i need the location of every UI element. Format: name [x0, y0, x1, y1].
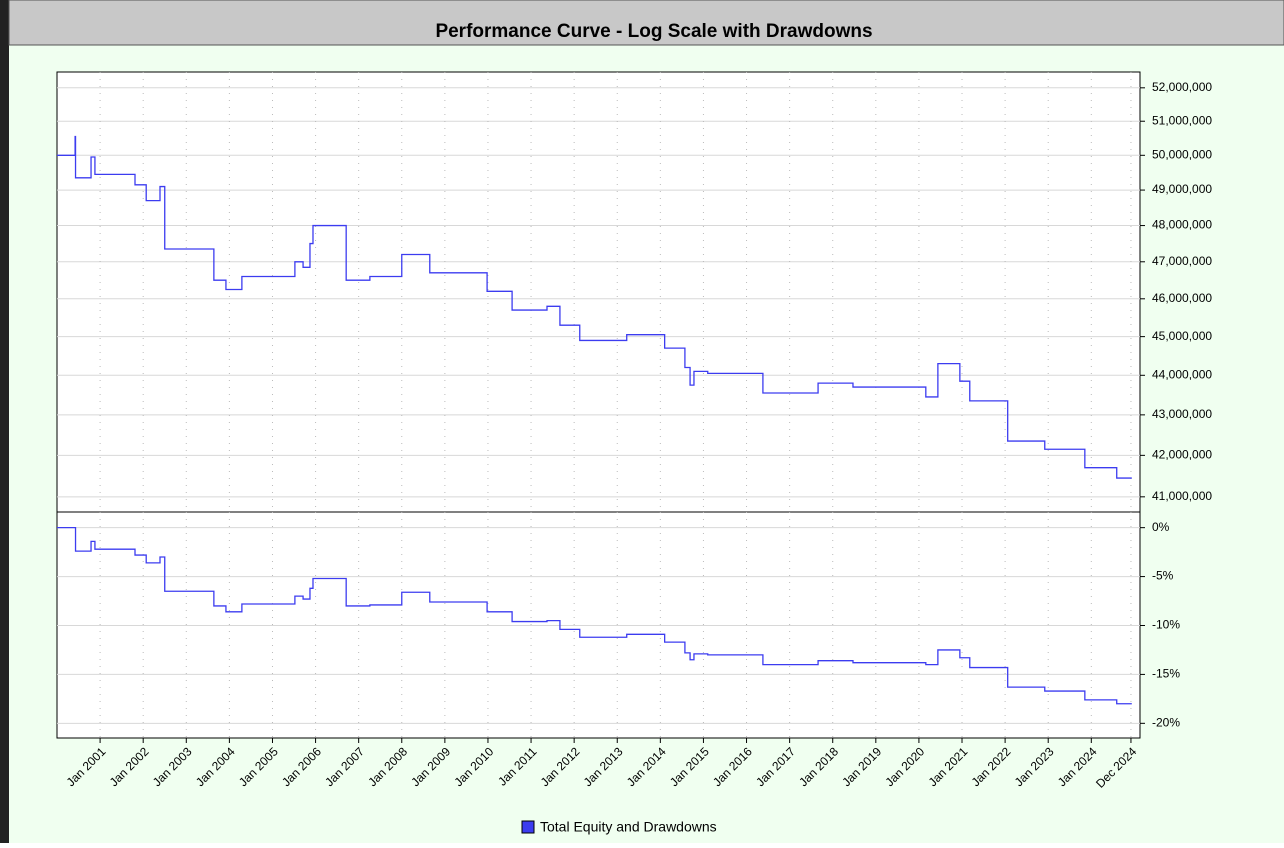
y-tick-label: 45,000,000 [1152, 329, 1212, 343]
equity-line [57, 527, 1132, 705]
y-tick-label: 47,000,000 [1152, 254, 1212, 268]
y-tick-label: 46,000,000 [1152, 291, 1212, 305]
y-tick-label: 49,000,000 [1152, 182, 1212, 196]
y-tick-label: 41,000,000 [1152, 489, 1212, 503]
legend-swatch [521, 820, 535, 834]
equity-line [57, 135, 1132, 479]
header-bar [8, 0, 1284, 46]
y-tick-label: 52,000,000 [1152, 80, 1212, 94]
plot-area [56, 71, 1141, 739]
chart-title: Performance Curve - Log Scale with Drawd… [435, 21, 872, 42]
y-tick-label: 42,000,000 [1152, 448, 1212, 462]
y-tick-label: 43,000,000 [1152, 407, 1212, 421]
y-tick-label: -5% [1152, 569, 1174, 583]
y-tick-label: 50,000,000 [1152, 147, 1212, 161]
y-tick-label: 51,000,000 [1152, 113, 1212, 127]
y-tick-label: 0% [1152, 520, 1170, 534]
y-tick-label: -15% [1152, 667, 1180, 681]
y-tick-label: -10% [1152, 618, 1180, 632]
y-tick-label: -20% [1152, 715, 1180, 729]
legend-label: Total Equity and Drawdowns [540, 819, 717, 835]
y-tick-label: 44,000,000 [1152, 367, 1212, 381]
y-tick-label: 48,000,000 [1152, 218, 1212, 232]
frame-edge [0, 0, 9, 843]
